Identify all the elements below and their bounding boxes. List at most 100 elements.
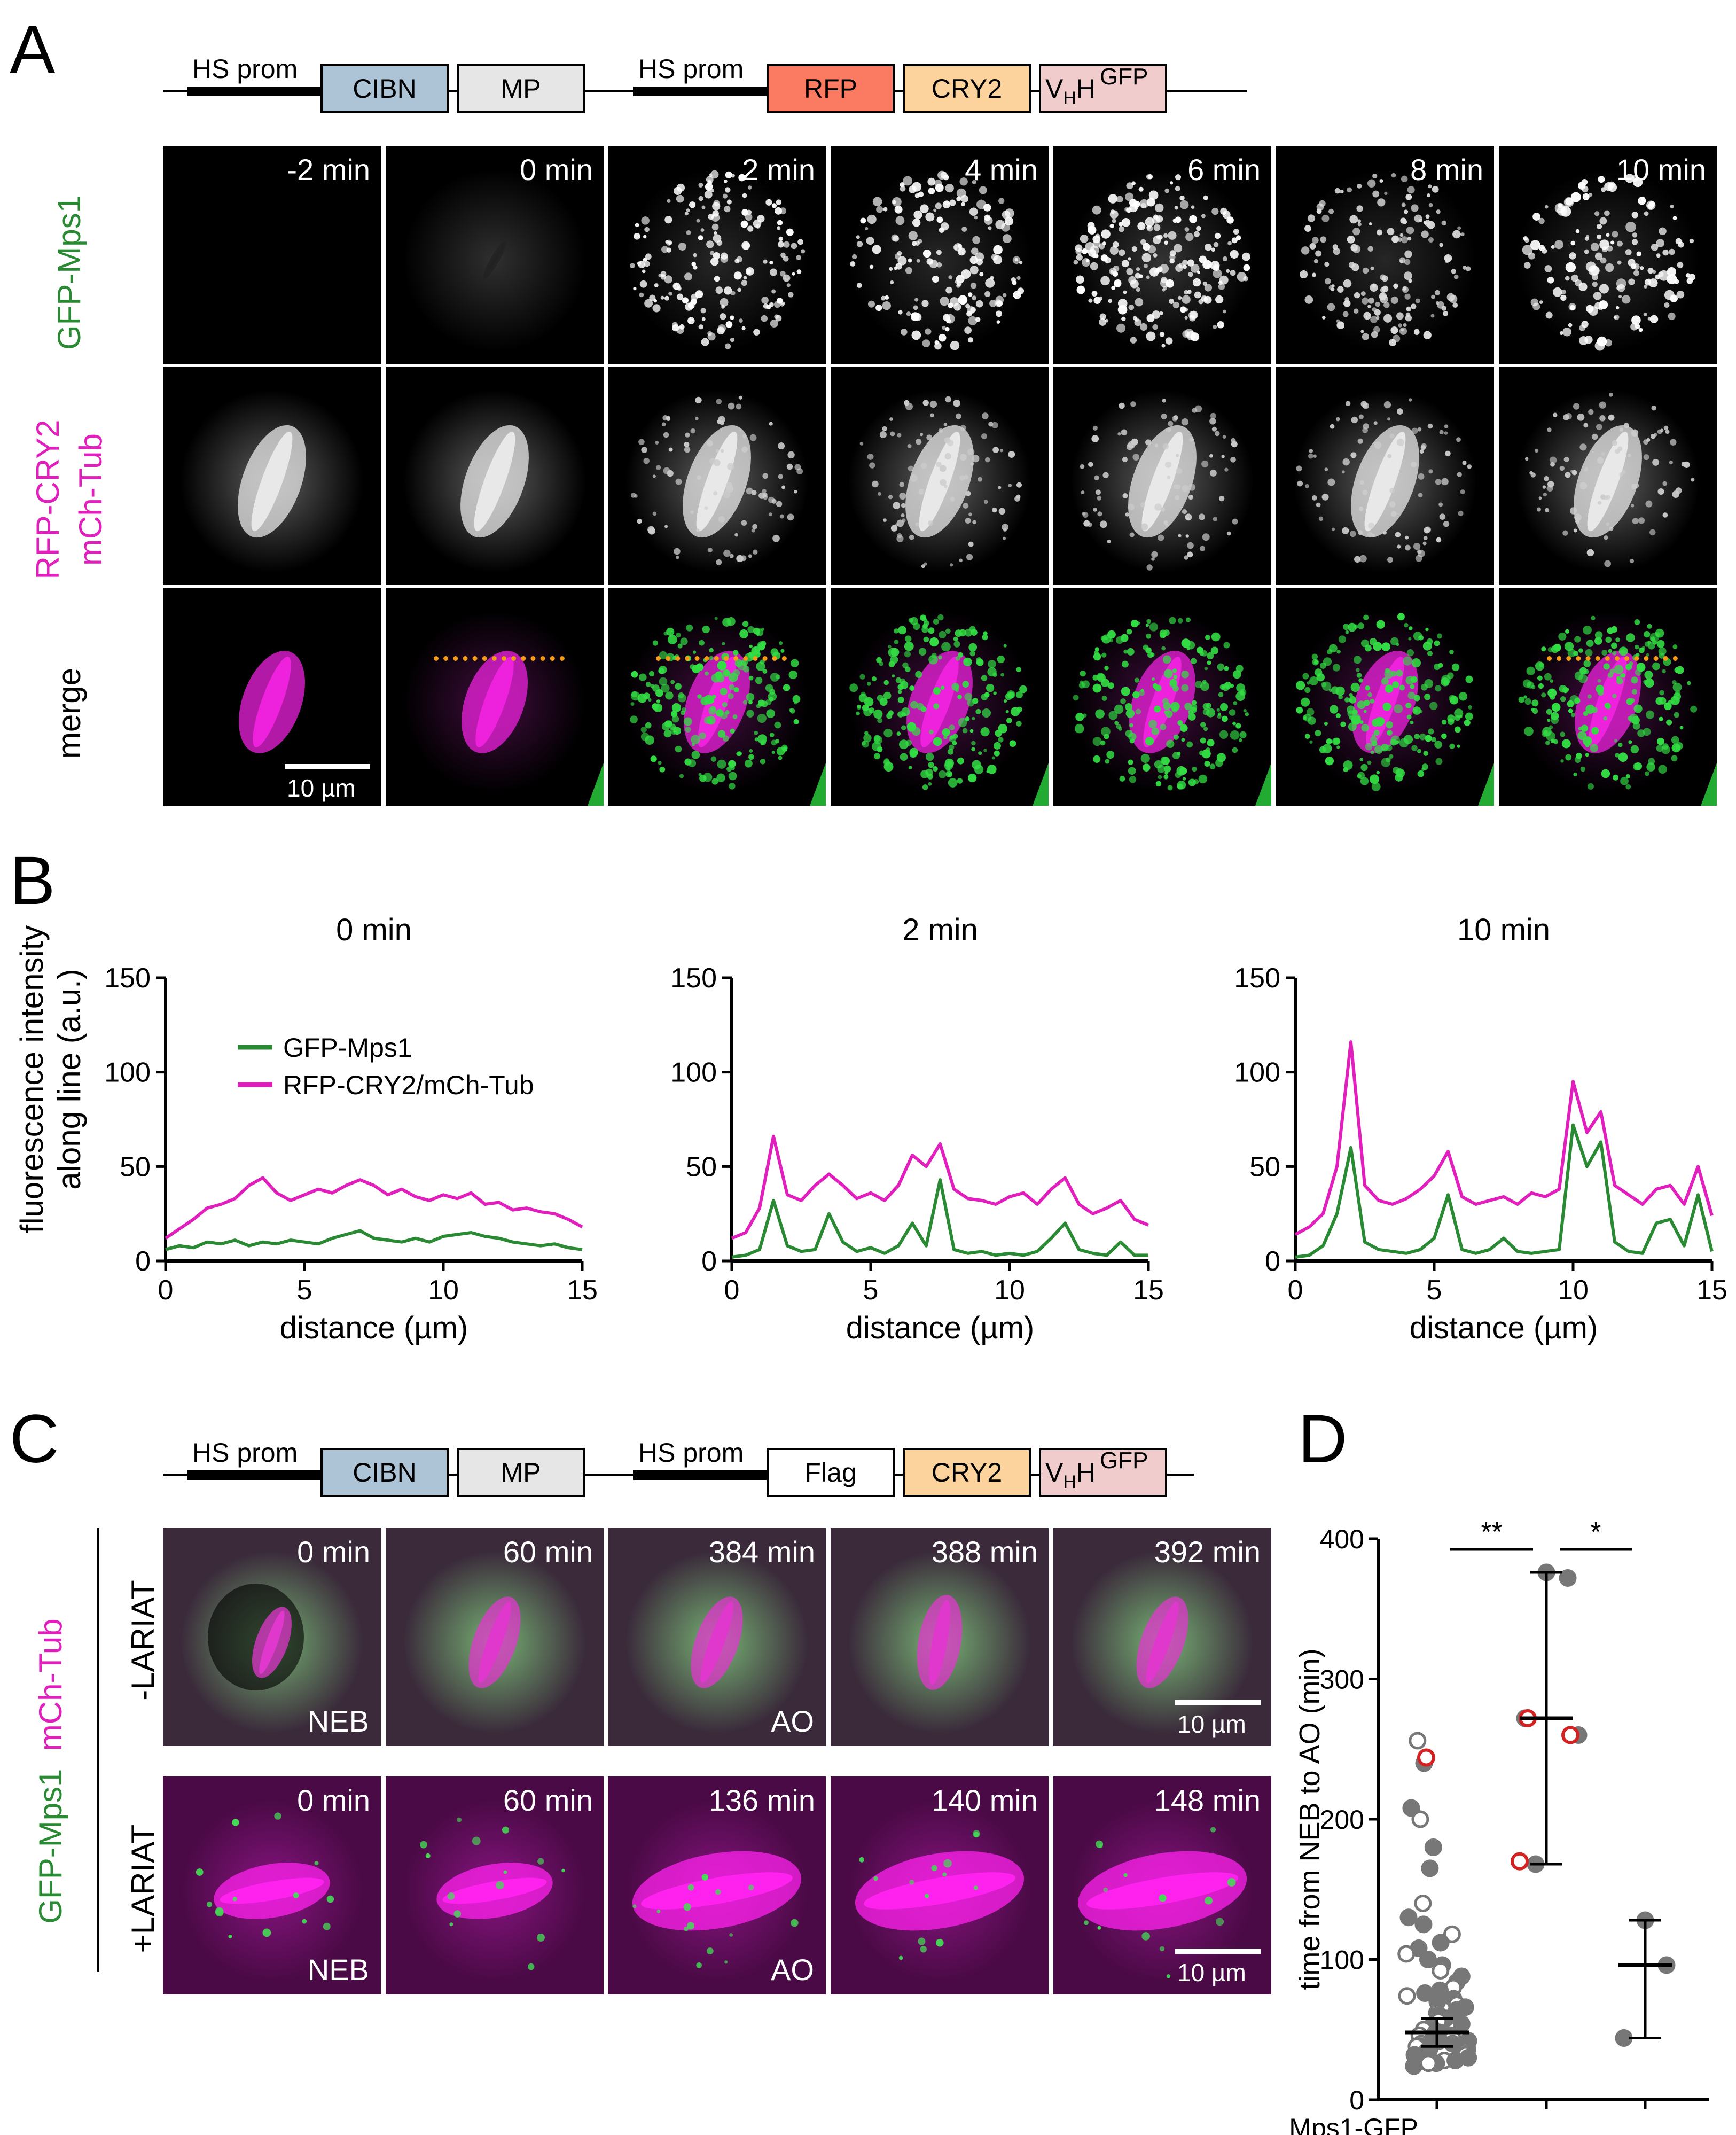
c-row-label-minus: -LARIAT — [125, 1580, 161, 1701]
data-point — [1421, 1859, 1439, 1877]
a-gfp-3: 4 min — [831, 146, 1049, 364]
row-label-gfp-mps1: GFP-Mps1 — [51, 194, 87, 350]
series-line-GFP-Mps1 — [165, 1229, 583, 1251]
c-row-label-plus: +LARIAT — [125, 1824, 161, 1953]
legend-label: RFP-CRY2/mCh-Tub — [283, 1070, 534, 1100]
a-tub-0 — [163, 367, 381, 585]
y-tick-label: 100 — [1320, 1945, 1364, 1975]
c-event-label: NEB — [307, 1953, 369, 1986]
a-time-label: 10 min — [1616, 153, 1706, 186]
hs-prom-label-2: HS prom — [638, 54, 744, 84]
scale-bar-label: 10 µm — [1177, 1959, 1246, 1986]
line-profile-marker — [656, 656, 787, 661]
a-time-label: 6 min — [1187, 153, 1261, 186]
scale-bar — [1175, 1700, 1261, 1705]
data-point — [1416, 1984, 1434, 2002]
line-chart-1: 2 min 0 50 100 150 0 5 10 15 distance (µm) — [670, 913, 1164, 1345]
data-point — [1399, 1908, 1418, 1927]
a-tub-1 — [386, 367, 604, 585]
data-point-red — [1561, 1726, 1579, 1744]
a-tub-6 — [1499, 367, 1717, 585]
y-tick-label: 0 — [1265, 1246, 1280, 1277]
y-tick-label: 150 — [104, 963, 151, 994]
c-micro-1-0: 0 min NEB — [163, 1776, 381, 1994]
rfp-box: RFP — [767, 64, 895, 113]
y-tick-label: 100 — [104, 1057, 151, 1088]
a-gfp-4-image — [1053, 146, 1271, 364]
x-tick-label: 5 — [863, 1275, 879, 1306]
chart-title: 2 min — [902, 913, 978, 947]
y-axis-label: time from NEB to AO (min) — [1294, 1648, 1326, 1990]
line-profile-marker — [1547, 656, 1678, 661]
c-time-label: 392 min — [1154, 1535, 1261, 1569]
x-tick-label: 10 — [428, 1275, 459, 1306]
data-point — [1405, 2057, 1423, 2075]
flag-box: Flag — [767, 1448, 895, 1497]
x-tick-label: 5 — [297, 1275, 312, 1306]
c-micro-1-1: 60 min — [386, 1776, 604, 1994]
chart-title: 0 min — [336, 913, 412, 947]
data-point — [1402, 1799, 1420, 1817]
a-gfp-0-image — [163, 146, 381, 364]
c-micro-0-3-image — [831, 1528, 1049, 1746]
a-gfp-2: 2 min — [608, 146, 826, 364]
c-hs-prom-bar-2 — [633, 1470, 767, 1480]
a-tub-2-image — [608, 367, 826, 585]
scale-bar — [1175, 1949, 1261, 1954]
c-vhh-gfp-box: V H H GFP — [1039, 1447, 1167, 1497]
scatter-plot: time from NEB to AO (min)01002003004005-… — [1289, 1517, 1709, 2135]
c-micro-0-4-image — [1053, 1528, 1271, 1746]
a-merge-6-image — [1499, 588, 1717, 806]
a-merge-6 — [1499, 588, 1717, 806]
c-micro-1-4: 148 min 10 µm — [1053, 1776, 1271, 1994]
x-tick-label: 15 — [1133, 1275, 1164, 1306]
mp-box: MP — [457, 64, 585, 113]
c-cibn-box: CIBN — [320, 1448, 449, 1497]
c-time-label: 60 min — [503, 1535, 593, 1569]
c-time-label: 384 min — [708, 1535, 815, 1569]
footer-amount-1: Mps1-GFP — [1289, 2113, 1418, 2135]
c-event-label: AO — [771, 1953, 814, 1986]
data-point — [1419, 1951, 1437, 1968]
c-micro-1-3: 140 min — [831, 1776, 1049, 1994]
hs-prom-label: HS prom — [192, 54, 298, 84]
panel-letter-d: D — [1298, 1401, 1348, 1477]
c-micro-1-0-image — [163, 1776, 381, 1994]
a-gfp-5-image — [1276, 146, 1494, 364]
a-tub-2 — [608, 367, 826, 585]
y-tick-label: 0 — [1349, 2085, 1364, 2115]
c-hs-prom-label: HS prom — [192, 1438, 298, 1468]
scatter-chart-d: time from NEB to AO (min)01002003004005-… — [1289, 1517, 1709, 2135]
y-tick-label: 400 — [1320, 1524, 1364, 1554]
y-tick-label: 200 — [1320, 1805, 1364, 1835]
a-merge-0: 10 µm — [163, 588, 381, 806]
series-line-RFP-CRY2/mCh-Tub — [731, 1134, 1149, 1240]
data-point — [1419, 2054, 1437, 2072]
y-tick-label: 50 — [120, 1151, 151, 1182]
significance-label: ** — [1481, 1517, 1502, 1548]
panel-letter-a: A — [10, 12, 56, 88]
c-hs-prom-label-2: HS prom — [638, 1438, 744, 1468]
a-merge-1 — [386, 588, 604, 806]
series-line-GFP-Mps1 — [731, 1178, 1148, 1259]
data-point — [1414, 1895, 1432, 1912]
c-micro-1-3-image — [831, 1776, 1049, 1994]
row-label-rfp-cry2: RFP-CRY2 — [30, 419, 66, 580]
c-time-label: 60 min — [503, 1783, 593, 1817]
scale-bar — [285, 764, 370, 769]
a-tub-5 — [1276, 367, 1494, 585]
line-profile-marker — [434, 656, 565, 661]
y-tick-label: 150 — [1234, 963, 1280, 994]
legend-label: GFP-Mps1 — [283, 1033, 412, 1063]
c-micro-1-1-image — [386, 1776, 604, 1994]
y-tick-label: 100 — [1234, 1057, 1280, 1088]
a-time-label: -2 min — [287, 153, 370, 186]
data-point — [1411, 1810, 1429, 1828]
scale-bar-label: 10 µm — [287, 774, 356, 802]
x-tick-label: 15 — [1696, 1275, 1727, 1306]
c-micro-0-2: 384 min AO — [608, 1528, 826, 1746]
hs-prom-bar — [187, 87, 320, 96]
chart-title: 10 min — [1457, 913, 1550, 947]
scale-bar-label: 10 µm — [1177, 1710, 1246, 1738]
